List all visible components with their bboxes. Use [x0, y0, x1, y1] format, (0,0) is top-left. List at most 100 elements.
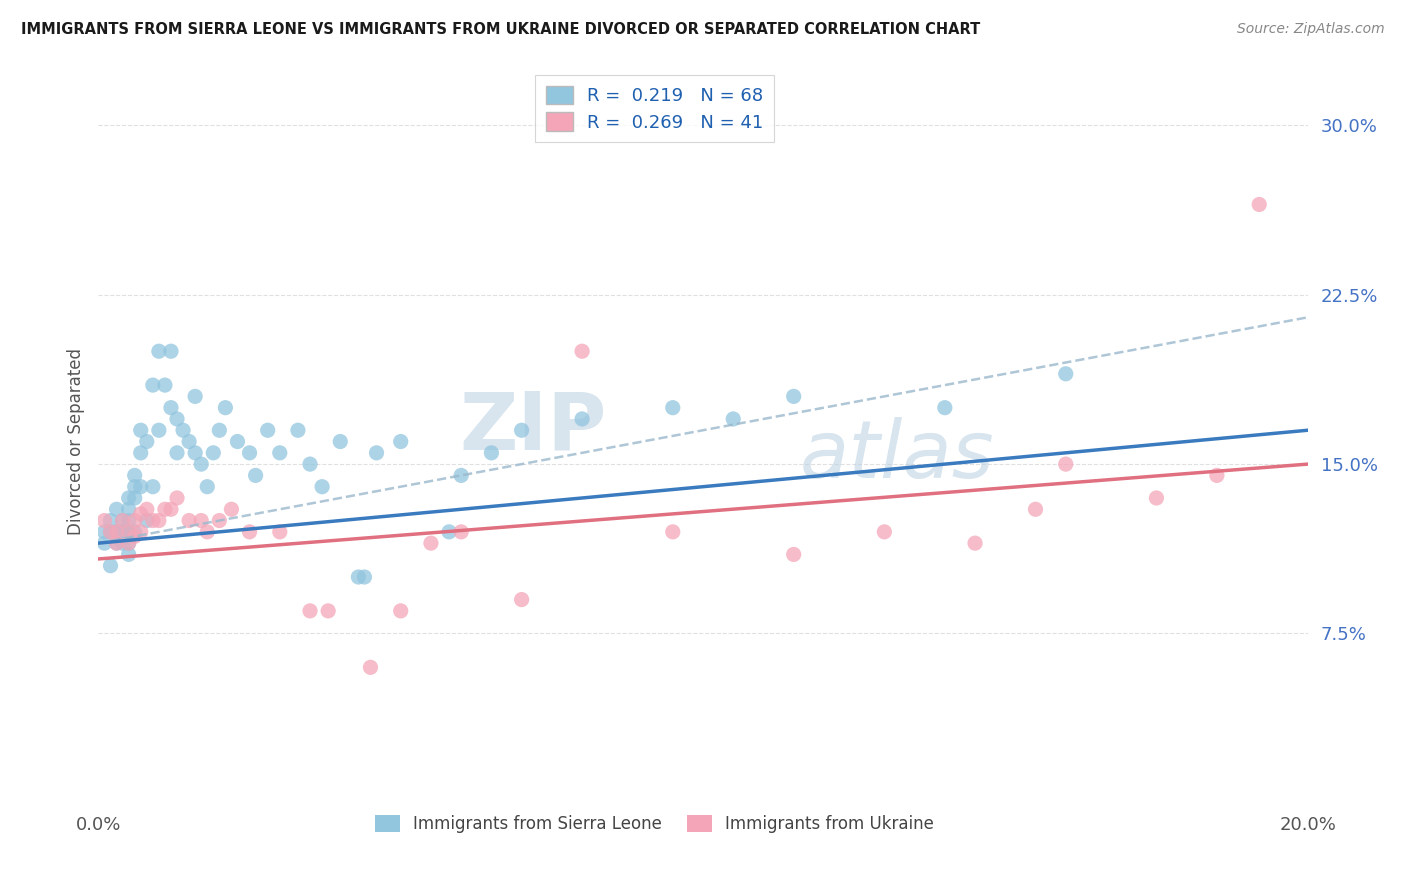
- Point: [389, 604, 412, 618]
- Point: [208, 423, 231, 437]
- Point: [142, 378, 165, 392]
- Point: [316, 604, 339, 618]
- Point: [118, 491, 141, 505]
- Point: [172, 423, 194, 437]
- Point: [221, 502, 243, 516]
- Point: [202, 446, 225, 460]
- Point: [93, 524, 115, 539]
- Point: [111, 524, 134, 539]
- Point: [93, 514, 115, 528]
- Point: [124, 524, 146, 539]
- Point: [142, 514, 165, 528]
- Point: [129, 524, 152, 539]
- Point: [124, 491, 146, 505]
- Point: [269, 524, 291, 539]
- Point: [1024, 502, 1046, 516]
- Point: [124, 514, 146, 528]
- Point: [510, 592, 533, 607]
- Point: [287, 423, 309, 437]
- Point: [437, 524, 460, 539]
- Legend: Immigrants from Sierra Leone, Immigrants from Ukraine: Immigrants from Sierra Leone, Immigrants…: [367, 806, 942, 841]
- Point: [450, 524, 472, 539]
- Point: [111, 536, 134, 550]
- Point: [153, 378, 176, 392]
- Point: [166, 491, 188, 505]
- Text: ZIP: ZIP: [458, 388, 606, 467]
- Point: [481, 446, 503, 460]
- Point: [135, 502, 157, 516]
- Point: [226, 434, 249, 449]
- Point: [214, 401, 236, 415]
- Point: [118, 536, 141, 550]
- Point: [118, 548, 141, 562]
- Point: [389, 434, 412, 449]
- Point: [100, 524, 122, 539]
- Point: [873, 524, 896, 539]
- Point: [111, 524, 134, 539]
- Point: [208, 514, 231, 528]
- Point: [965, 536, 987, 550]
- Point: [239, 446, 262, 460]
- Point: [100, 524, 122, 539]
- Point: [269, 446, 291, 460]
- Point: [148, 423, 170, 437]
- Point: [299, 604, 322, 618]
- Point: [93, 536, 115, 550]
- Point: [129, 446, 152, 460]
- Point: [934, 401, 956, 415]
- Point: [105, 524, 128, 539]
- Text: IMMIGRANTS FROM SIERRA LEONE VS IMMIGRANTS FROM UKRAINE DIVORCED OR SEPARATED CO: IMMIGRANTS FROM SIERRA LEONE VS IMMIGRAN…: [21, 22, 980, 37]
- Point: [111, 514, 134, 528]
- Point: [166, 446, 188, 460]
- Point: [190, 514, 212, 528]
- Point: [118, 502, 141, 516]
- Point: [135, 434, 157, 449]
- Point: [148, 514, 170, 528]
- Point: [245, 468, 267, 483]
- Point: [190, 457, 212, 471]
- Point: [450, 468, 472, 483]
- Point: [1249, 197, 1271, 211]
- Point: [118, 514, 141, 528]
- Point: [299, 457, 322, 471]
- Point: [129, 507, 152, 521]
- Point: [160, 502, 183, 516]
- Point: [347, 570, 370, 584]
- Point: [184, 389, 207, 403]
- Point: [160, 344, 183, 359]
- Point: [195, 524, 218, 539]
- Point: [179, 434, 201, 449]
- Point: [160, 401, 183, 415]
- Point: [179, 514, 201, 528]
- Point: [661, 401, 683, 415]
- Point: [661, 524, 683, 539]
- Point: [571, 344, 593, 359]
- Point: [124, 529, 146, 543]
- Point: [148, 344, 170, 359]
- Point: [166, 412, 188, 426]
- Point: [124, 480, 146, 494]
- Point: [153, 502, 176, 516]
- Point: [111, 514, 134, 528]
- Point: [783, 548, 806, 562]
- Point: [100, 514, 122, 528]
- Point: [142, 480, 165, 494]
- Point: [239, 524, 262, 539]
- Point: [135, 514, 157, 528]
- Point: [1144, 491, 1167, 505]
- Point: [1206, 468, 1229, 483]
- Text: atlas: atlas: [800, 417, 994, 495]
- Point: [105, 502, 128, 516]
- Point: [420, 536, 443, 550]
- Y-axis label: Divorced or Separated: Divorced or Separated: [66, 348, 84, 535]
- Point: [311, 480, 333, 494]
- Point: [118, 524, 141, 539]
- Point: [105, 536, 128, 550]
- Text: Source: ZipAtlas.com: Source: ZipAtlas.com: [1237, 22, 1385, 37]
- Point: [510, 423, 533, 437]
- Point: [1054, 457, 1077, 471]
- Point: [353, 570, 375, 584]
- Point: [329, 434, 352, 449]
- Point: [195, 480, 218, 494]
- Point: [723, 412, 745, 426]
